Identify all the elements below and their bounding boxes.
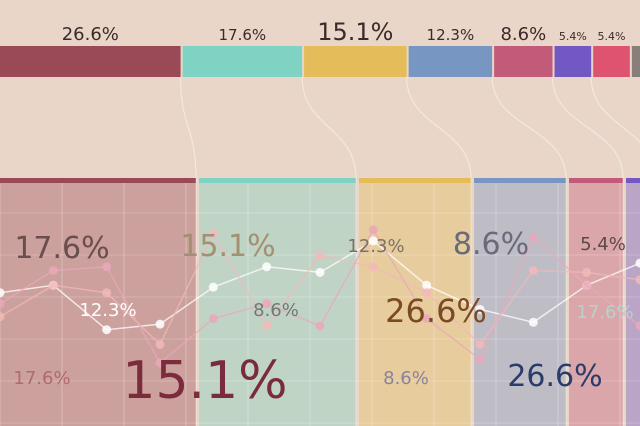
series-point xyxy=(0,299,5,309)
overlay-percent-label: 8.6% xyxy=(253,300,299,321)
lower-panel xyxy=(569,178,623,426)
series-point xyxy=(475,354,485,364)
overlay-percent-label: 17.6% xyxy=(14,231,109,266)
lower-panel-stripe xyxy=(569,178,623,183)
overlay-percent-label: 12.3% xyxy=(347,236,404,257)
series-point xyxy=(528,232,538,242)
series-point xyxy=(528,266,538,275)
series-point xyxy=(262,299,272,309)
top-bar-segment xyxy=(0,46,181,77)
overlay-percent-label: 5.4% xyxy=(580,234,626,255)
top-bar-segment xyxy=(593,46,630,77)
top-segment-label: 8.6% xyxy=(500,24,546,45)
lower-panel xyxy=(359,178,471,426)
series-point xyxy=(0,288,5,298)
overlay-percent-label: 26.6% xyxy=(507,359,602,394)
lower-panel xyxy=(474,178,566,426)
top-bar-segment xyxy=(182,46,303,77)
top-bar-segment xyxy=(408,46,493,77)
connector-curve xyxy=(551,76,624,179)
lower-panel xyxy=(626,178,640,426)
series-point xyxy=(102,325,112,335)
series-point xyxy=(102,262,112,272)
overlay-percent-label: 15.1% xyxy=(122,351,287,411)
overlay-percent-label: 8.6% xyxy=(453,227,529,262)
overlay-percent-label: 17.6% xyxy=(13,368,70,389)
top-segment-label: 15.1% xyxy=(317,18,393,46)
series-point xyxy=(208,229,218,238)
overlay-percent-label: 26.6% xyxy=(385,292,487,330)
series-point xyxy=(208,282,218,292)
series-point xyxy=(155,340,165,349)
series-point xyxy=(262,262,272,272)
top-segment-label: 5.4% xyxy=(559,30,587,43)
series-point xyxy=(422,280,432,290)
series-point xyxy=(475,340,485,349)
lower-panel-stripe xyxy=(626,178,640,183)
top-bar-segment xyxy=(304,46,407,77)
lower-panel-stripe xyxy=(359,178,471,183)
series-point xyxy=(48,266,58,275)
top-bar-segment xyxy=(494,46,553,77)
series-point xyxy=(528,317,538,327)
connector-curve xyxy=(406,76,472,179)
series-point xyxy=(422,314,432,324)
series-point xyxy=(315,267,325,277)
overlay-percent-label: 17.6% xyxy=(576,302,633,323)
top-bar-segment xyxy=(631,46,640,77)
overlay-percent-label: 8.6% xyxy=(383,368,429,389)
lower-panel-stripe xyxy=(199,178,356,183)
series-point xyxy=(155,358,165,368)
series-point xyxy=(582,267,592,277)
series-point xyxy=(368,225,378,235)
overlay-percent-label: 15.1% xyxy=(180,229,275,264)
lower-panel-stripe xyxy=(474,178,566,183)
lower-panel-stripe xyxy=(0,178,196,183)
lower-panel xyxy=(199,178,356,426)
overlay-percent-label: 12.3% xyxy=(79,300,136,321)
series-point xyxy=(368,262,378,272)
top-segment-label: 12.3% xyxy=(427,26,475,44)
series-point xyxy=(262,321,272,331)
lower-panel xyxy=(0,178,196,426)
series-point xyxy=(208,314,218,324)
series-point xyxy=(315,321,325,331)
top-segment-label: 5.4% xyxy=(598,30,626,43)
connector-curve xyxy=(301,76,357,179)
series-point xyxy=(635,258,640,268)
series-point xyxy=(582,280,592,290)
series-point xyxy=(48,280,58,290)
series-point xyxy=(422,288,432,298)
series-point xyxy=(368,236,378,246)
series-point xyxy=(475,304,485,314)
series-point xyxy=(155,319,165,329)
series-point xyxy=(315,251,325,261)
connector-curve xyxy=(590,76,640,144)
series-point xyxy=(102,288,112,298)
series-point xyxy=(635,321,640,331)
series-point xyxy=(635,275,640,285)
top-segment-label: 17.6% xyxy=(219,26,267,44)
top-segment-label: 26.6% xyxy=(62,24,119,45)
top-bar-segment xyxy=(554,46,592,77)
connector-curve xyxy=(180,76,197,179)
connector-curve xyxy=(491,76,567,179)
series-point xyxy=(0,312,5,322)
